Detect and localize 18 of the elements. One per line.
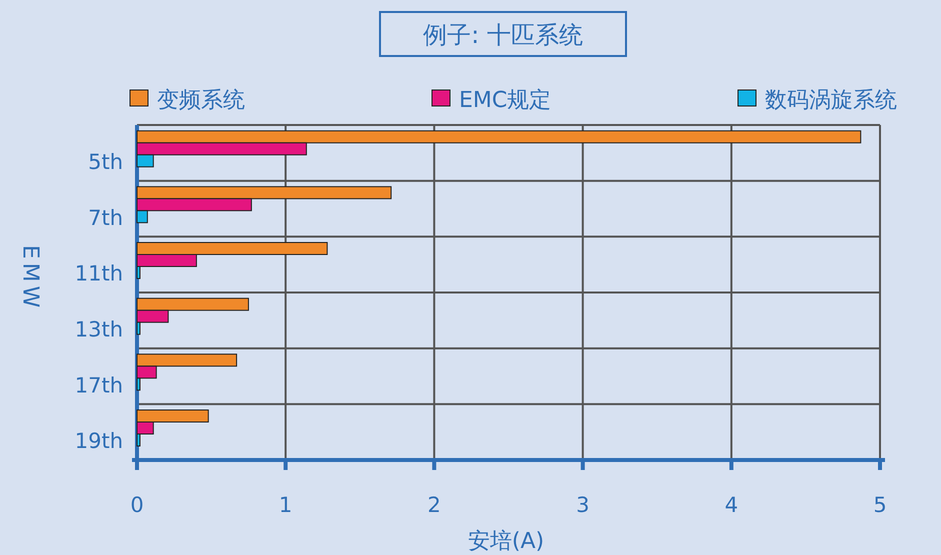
x-tick-label: 5	[873, 493, 887, 517]
y-tick-label: 5th	[88, 150, 123, 174]
y-tick-label: 7th	[88, 206, 123, 230]
x-tick-label: 3	[576, 493, 590, 517]
y-tick-label: 17th	[74, 373, 123, 398]
x-tick-label: 2	[428, 493, 441, 517]
x-tick-label: 0	[130, 493, 144, 517]
y-tick-label: 19th	[74, 429, 123, 454]
x-tick-label: 4	[724, 493, 738, 517]
y-tick-label: 11th	[74, 262, 123, 286]
y-axis-title: EMW	[18, 245, 42, 312]
legend-label: EMC规定	[459, 88, 552, 113]
chart-title: 例子: 十匹系统	[423, 21, 583, 49]
y-tick-label: 13th	[74, 317, 123, 342]
x-tick-label: 1	[278, 493, 292, 517]
x-axis-title: 安培(A)	[468, 529, 544, 554]
legend-label: 变频系统	[157, 88, 245, 113]
legend-label: 数码涡旋系统	[765, 88, 897, 113]
